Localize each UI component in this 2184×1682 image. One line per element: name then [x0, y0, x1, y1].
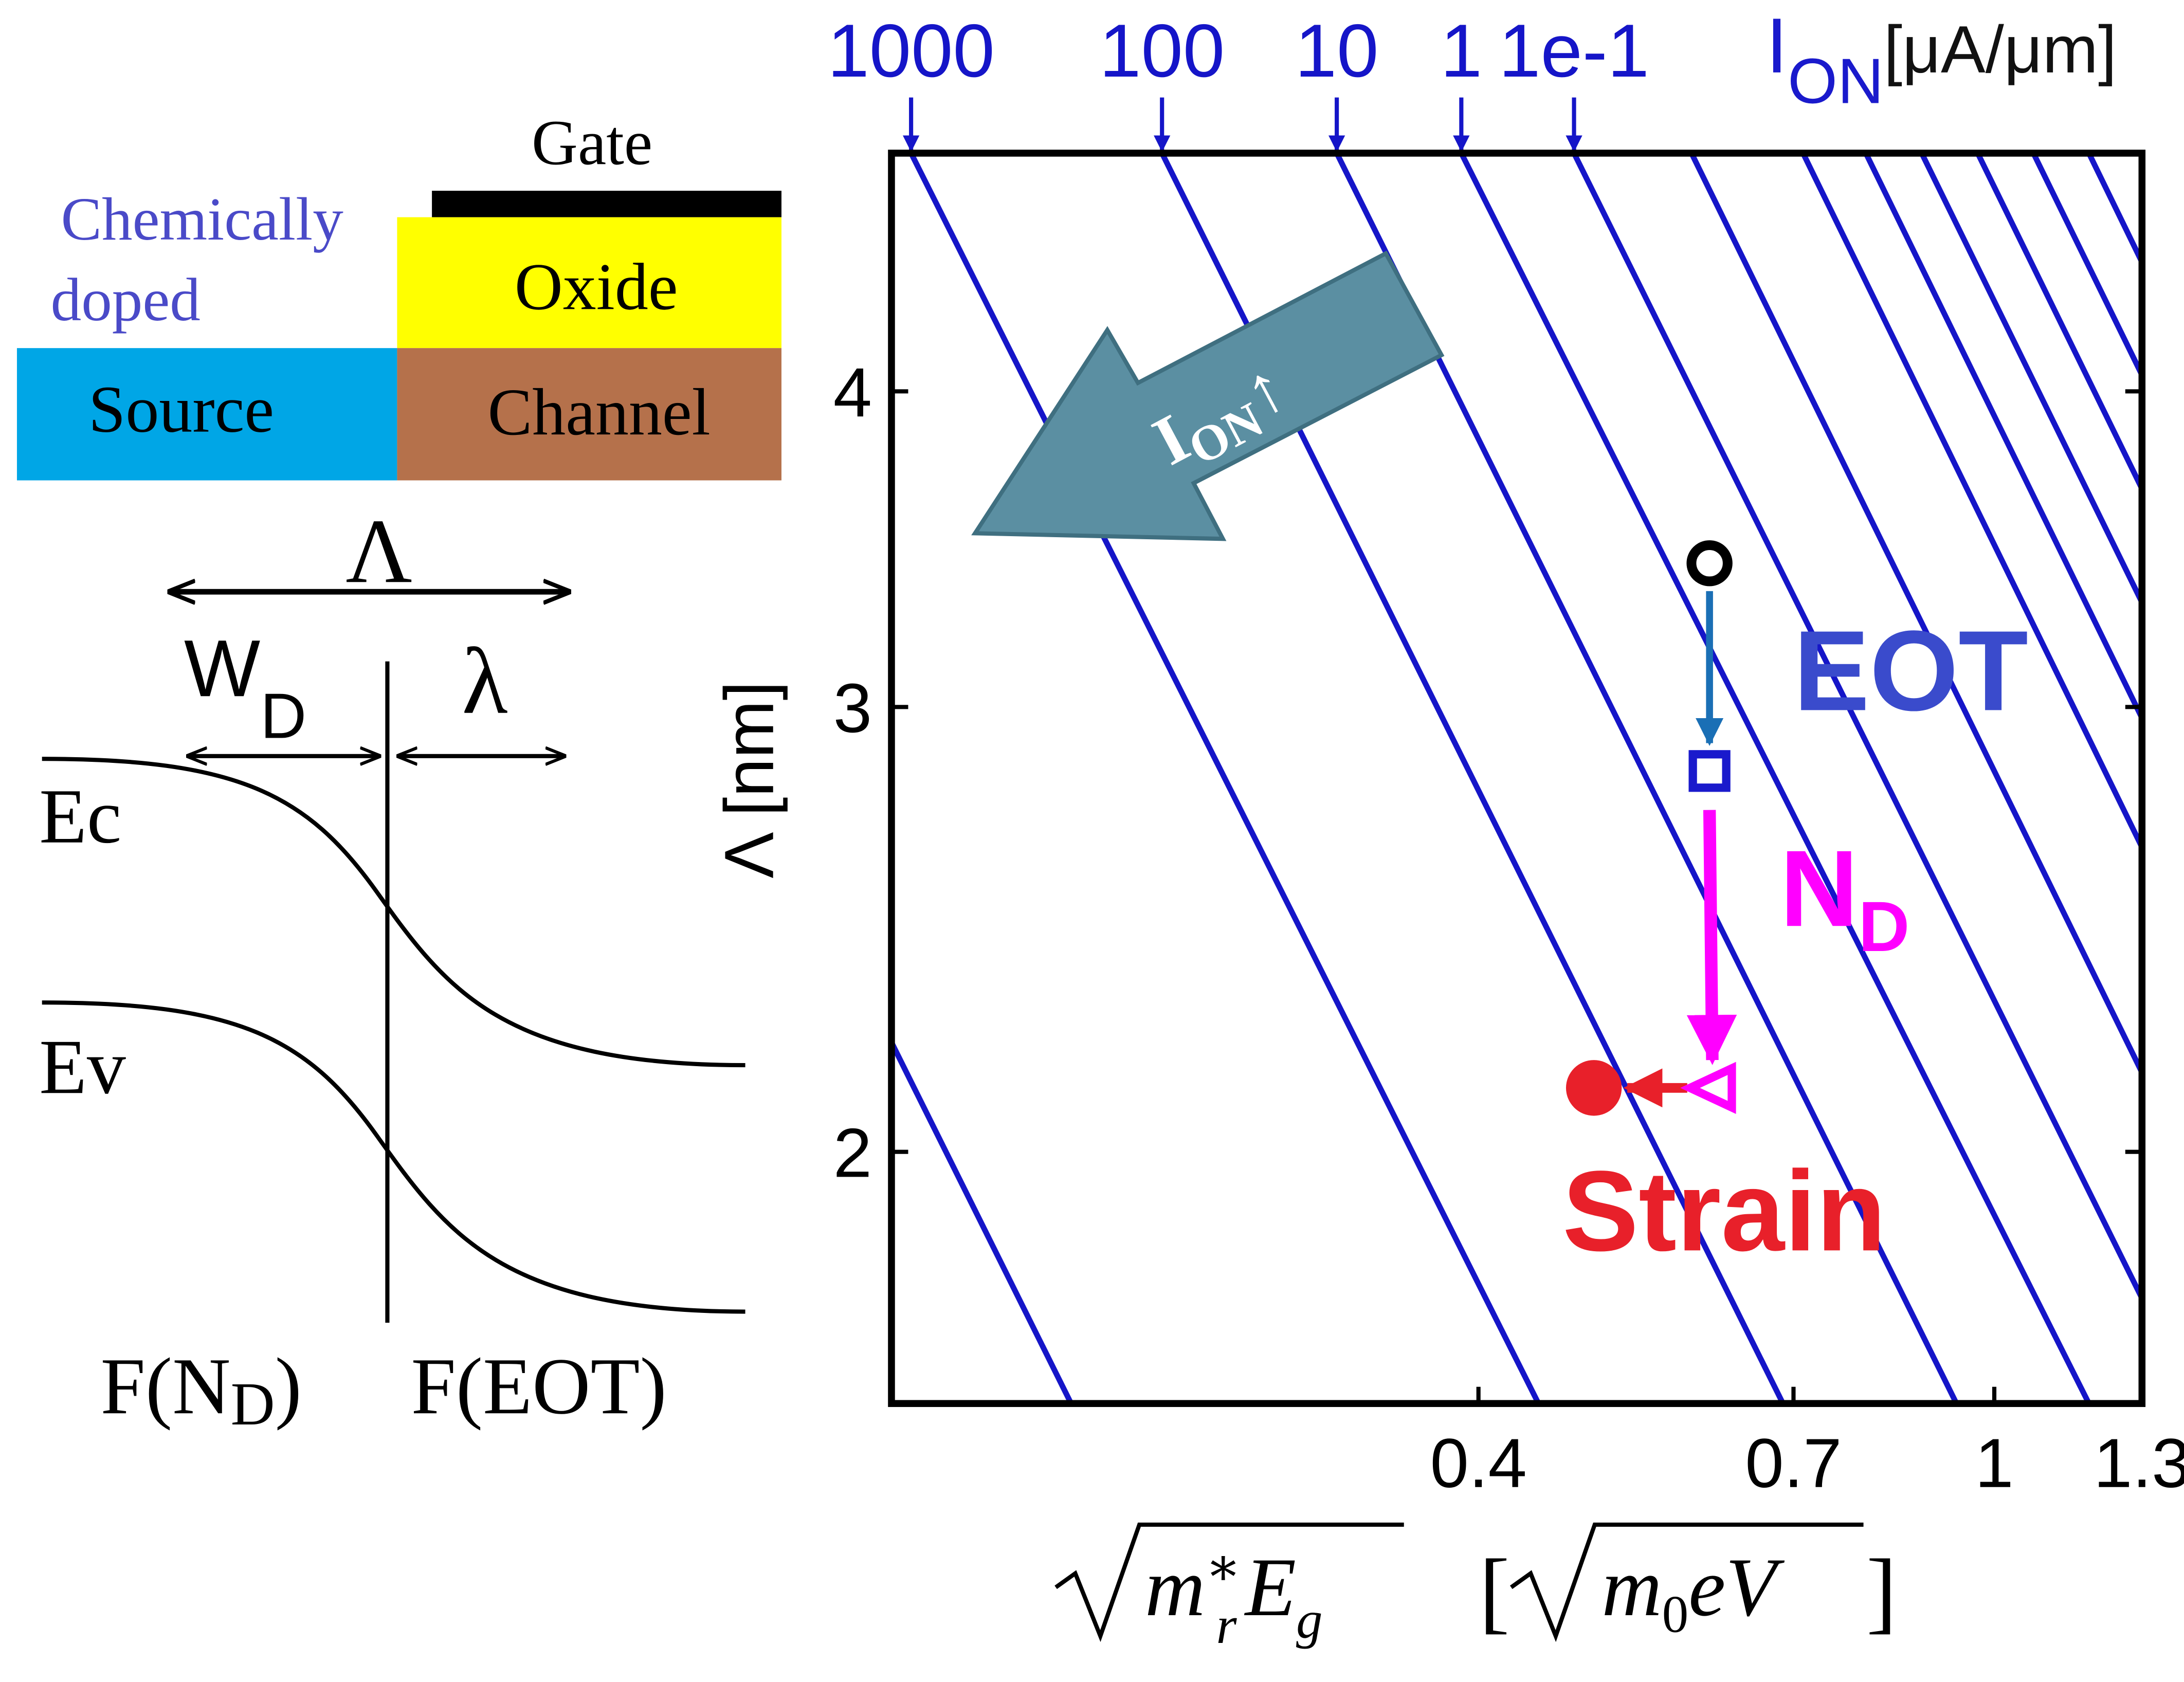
x-label-quantity: m∗ r Eg — [1145, 1538, 1323, 1655]
device-diagram: Gate Oxide Chemically doped Source Chann… — [16, 107, 781, 1438]
w-sub: D — [260, 681, 306, 752]
contour-label: 1e-1 — [1499, 9, 1649, 93]
x-tick-label: 0.7 — [1745, 1424, 1842, 1502]
contour-label: 100 — [1099, 9, 1225, 93]
marker — [1680, 1062, 1736, 1114]
ion-arrow — [971, 250, 1445, 541]
contour-label: 10 — [1295, 9, 1379, 93]
marker — [1686, 540, 1733, 587]
source-block — [16, 348, 397, 481]
f-nd-sub: D — [231, 1370, 275, 1438]
x-tick-label: 0.4 — [1430, 1424, 1527, 1502]
annotation-text: Strain — [1562, 1147, 1886, 1275]
contour-line — [1334, 153, 1959, 1404]
contour-line — [1689, 153, 2142, 1074]
f-eot-label: F(EOT) — [411, 1341, 666, 1431]
marker — [1688, 750, 1731, 792]
x-tick-label: 1 — [1975, 1424, 2013, 1502]
ec-curve — [42, 757, 745, 1068]
top-label-unit: [μA/μm] — [1884, 12, 2117, 87]
x-tick-label: 1.3 — [2094, 1424, 2184, 1502]
radical — [1509, 1522, 1864, 1642]
y-tick-label: 4 — [833, 353, 872, 431]
x-label-unit-rest: eV — [1688, 1541, 1785, 1634]
lambda-small-label: λ — [462, 629, 507, 734]
doping-label: doped — [51, 266, 201, 334]
annotation-text: EOT — [1793, 607, 2028, 735]
annotation: Strain — [1562, 1147, 1886, 1275]
depletion-label: WD — [184, 624, 306, 752]
x-label-e-sub: g — [1296, 1590, 1322, 1649]
annotation-sub: D — [1859, 887, 1910, 966]
contour-line — [1863, 153, 2142, 720]
annotation: ND — [1780, 828, 1909, 966]
annotation: EOT — [1793, 607, 2028, 735]
top-axis-label: ION[μA/μm] — [1766, 3, 2117, 117]
x-label-unit: m0eV — [1601, 1541, 1785, 1644]
axes-frame — [888, 150, 2146, 1407]
x-label-open: [ — [1479, 1541, 1510, 1642]
gate-bar — [432, 191, 781, 217]
f-nd-close: ) — [275, 1341, 302, 1431]
x-label-e: E — [1244, 1541, 1296, 1634]
ev-label: Ev — [39, 1023, 126, 1110]
x-label-unit-m: m — [1601, 1541, 1662, 1634]
x-label-m-sub: r — [1216, 1596, 1237, 1655]
source-label: Source — [88, 373, 274, 447]
ev-curve — [42, 1000, 745, 1314]
contour-line — [1919, 153, 2142, 604]
y-axis-label: Λ [nm] — [710, 681, 788, 879]
contour-label: 1 — [1441, 9, 1482, 93]
annotation-text: N — [1780, 828, 1859, 949]
lambda-big-label: Λ — [345, 500, 412, 602]
contour-line — [1975, 153, 2142, 490]
x-label-m-sup: ∗ — [1205, 1538, 1241, 1596]
contour-line — [2031, 153, 2142, 376]
f-nd-open: F(N — [100, 1341, 230, 1431]
x-label-close: ] — [1866, 1541, 1897, 1642]
y-tick-label: 3 — [833, 669, 872, 747]
gate-label: Gate — [532, 107, 652, 178]
f-nd-label: F(ND) — [100, 1341, 301, 1438]
contour-line — [2086, 153, 2142, 264]
y-tick-label: 2 — [833, 1113, 872, 1192]
radical — [1054, 1522, 1404, 1642]
x-label-m: m — [1145, 1541, 1205, 1634]
oxide-label: Oxide — [515, 250, 678, 324]
w-main: W — [184, 624, 260, 714]
contour-line — [891, 1041, 1074, 1404]
x-axis-label: m∗ r Eg [ m0eV ] — [1054, 1522, 1897, 1655]
ec-label: Ec — [39, 773, 121, 860]
top-label-main: I — [1766, 3, 1788, 89]
contour-line — [1800, 153, 2142, 849]
marker — [1566, 1060, 1622, 1116]
contour-line — [908, 153, 1541, 1404]
doping-label: Chemically — [61, 185, 344, 253]
contour-label: 1000 — [827, 9, 994, 93]
oxide-block — [397, 217, 781, 349]
top-label-sub: ON — [1788, 45, 1884, 117]
channel-block — [397, 348, 781, 481]
contour-line — [1571, 153, 2142, 1300]
nd-arrow — [1686, 810, 1737, 1065]
x-label-unit-sub: 0 — [1662, 1585, 1688, 1643]
contour-line — [1459, 153, 2091, 1404]
channel-label: Channel — [488, 375, 711, 449]
